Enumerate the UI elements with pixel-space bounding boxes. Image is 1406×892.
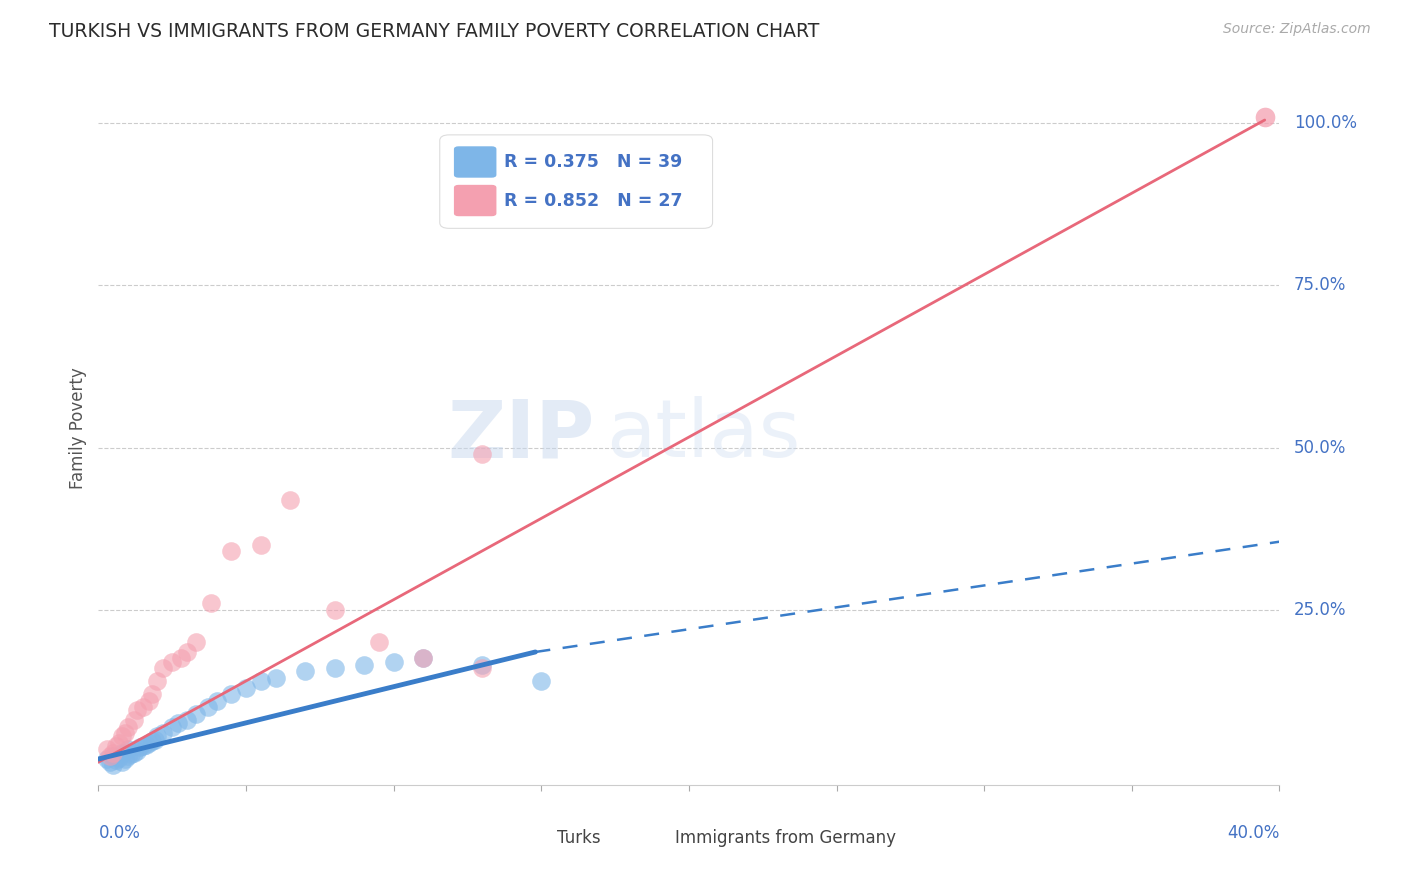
Point [103,758,125,772]
Point [162,655,183,669]
FancyBboxPatch shape [440,135,713,228]
Point [1254,110,1277,124]
Point [114,752,136,766]
Point [103,748,125,763]
Point [152,661,174,675]
Point [120,747,142,761]
FancyBboxPatch shape [454,185,496,216]
Point [146,674,169,689]
Point [382,655,405,669]
Point [353,657,375,672]
Point [152,726,174,740]
Point [323,603,346,617]
Point [117,742,139,756]
Point [105,739,128,753]
Point [412,651,434,665]
Text: Turks: Turks [557,830,600,847]
Point [108,736,131,750]
Point [135,738,157,752]
Point [111,729,134,743]
Point [132,700,155,714]
Point [128,740,150,755]
Point [184,706,207,721]
Point [264,671,287,685]
Point [221,544,243,558]
Point [98,756,121,770]
Point [280,492,302,507]
Point [235,681,257,695]
Point [176,713,198,727]
Point [162,720,183,734]
Text: 40.0%: 40.0% [1227,824,1279,842]
Point [205,693,228,707]
Text: 25.0%: 25.0% [1294,601,1346,619]
Point [105,753,128,767]
Point [294,665,316,679]
Text: 0.0%: 0.0% [98,824,141,842]
Text: 50.0%: 50.0% [1294,439,1346,457]
FancyBboxPatch shape [636,826,669,851]
Point [250,674,273,689]
Point [184,635,207,649]
Point [221,687,243,701]
Point [146,729,169,743]
Text: Source: ZipAtlas.com: Source: ZipAtlas.com [1223,22,1371,37]
Point [368,635,391,649]
Point [125,744,148,758]
Point [471,657,494,672]
Point [250,538,273,552]
Point [114,726,136,740]
Point [323,661,346,675]
Point [103,746,125,760]
Point [167,716,190,731]
Text: ZIP: ZIP [447,396,595,475]
Text: TURKISH VS IMMIGRANTS FROM GERMANY FAMILY POVERTY CORRELATION CHART: TURKISH VS IMMIGRANTS FROM GERMANY FAMIL… [49,22,820,41]
Point [143,732,166,747]
Point [132,739,155,753]
Point [122,713,145,727]
Point [96,752,118,766]
Point [138,736,160,750]
Text: atlas: atlas [606,396,800,475]
Point [170,651,193,665]
Point [117,748,139,763]
Point [111,756,134,770]
Point [111,746,134,760]
Point [138,693,160,707]
Text: R = 0.852   N = 27: R = 0.852 N = 27 [503,192,682,210]
Point [98,748,121,763]
Point [108,750,131,764]
Point [176,645,198,659]
Point [117,720,139,734]
Text: R = 0.375   N = 39: R = 0.375 N = 39 [503,153,682,171]
Point [122,746,145,760]
Text: Immigrants from Germany: Immigrants from Germany [675,830,896,847]
Point [197,700,219,714]
Point [141,687,163,701]
Point [141,734,163,748]
Point [471,447,494,461]
Point [200,596,222,610]
Point [125,703,148,717]
FancyBboxPatch shape [454,146,496,178]
Point [530,674,553,689]
FancyBboxPatch shape [517,826,551,851]
Text: 75.0%: 75.0% [1294,277,1346,294]
Point [412,651,434,665]
Point [96,742,118,756]
Y-axis label: Family Poverty: Family Poverty [69,368,87,489]
Point [471,661,494,675]
Text: 100.0%: 100.0% [1294,114,1357,132]
